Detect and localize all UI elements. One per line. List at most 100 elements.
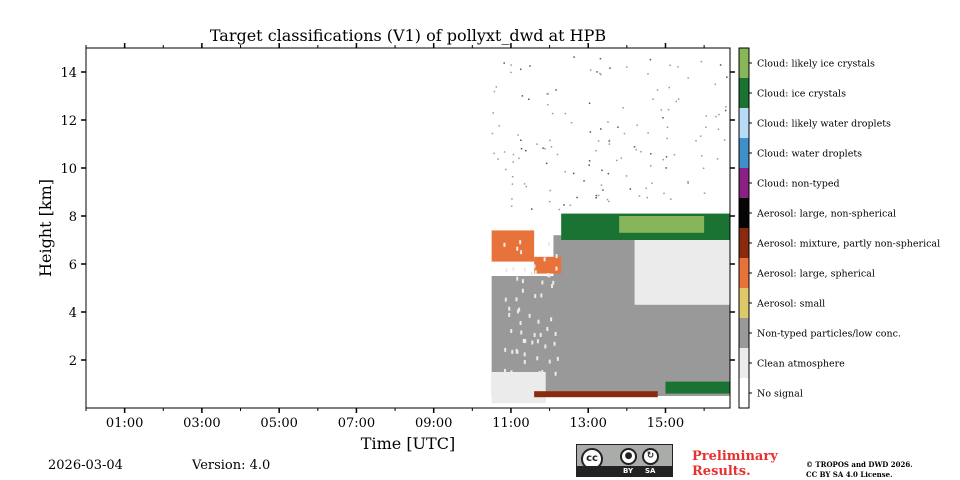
speckle: [595, 197, 597, 199]
speckle: [504, 347, 507, 352]
x-tick-label: 11:00: [492, 416, 529, 431]
speckle: [521, 95, 524, 97]
speckle: [503, 151, 506, 153]
x-tick-label: 05:00: [260, 416, 297, 431]
speckle: [516, 246, 519, 251]
speckle: [493, 90, 496, 93]
speckle: [518, 157, 520, 160]
speckle: [599, 72, 601, 75]
speckle: [521, 288, 524, 293]
speckle: [546, 93, 549, 95]
region-5: [534, 256, 562, 274]
speckle: [550, 146, 553, 148]
speckle: [541, 370, 544, 375]
speckle: [669, 64, 671, 67]
speckle: [588, 102, 591, 105]
speckle: [549, 200, 551, 203]
speckle: [677, 66, 679, 68]
cc-sa-label: SA: [645, 467, 656, 475]
speckle: [652, 98, 654, 100]
speckle: [505, 168, 507, 171]
speckle: [564, 112, 567, 115]
speckle: [510, 64, 512, 66]
speckle: [636, 124, 638, 127]
speckle: [595, 149, 597, 152]
speckle: [588, 160, 591, 162]
speckle: [539, 332, 542, 337]
speckle: [615, 159, 618, 162]
speckle: [595, 194, 598, 197]
speckle: [518, 307, 521, 312]
colorbar-label: Aerosol: mixture, partly non-spherical: [756, 239, 940, 250]
speckle: [505, 268, 508, 273]
speckle: [508, 312, 511, 317]
colorbar-swatch: [739, 138, 749, 168]
speckle: [536, 339, 539, 344]
preliminary-line-1: Preliminary: [692, 449, 778, 464]
x-tick-label: 03:00: [183, 416, 220, 431]
speckle: [620, 157, 623, 159]
speckle: [545, 162, 548, 165]
speckle: [645, 187, 647, 190]
colorbar-swatch: [739, 198, 749, 228]
attribution-person-icon: ●: [620, 448, 637, 465]
region-7: [619, 216, 705, 233]
speckle: [667, 108, 670, 111]
speckle: [608, 143, 611, 145]
speckle: [662, 117, 664, 119]
colorbar-label: Cloud: water droplets: [757, 149, 862, 160]
speckle: [553, 341, 556, 346]
colorbar-swatch: [739, 378, 749, 408]
speckle: [608, 139, 611, 142]
speckle: [600, 73, 602, 76]
speckle: [548, 273, 551, 278]
speckle: [726, 76, 728, 78]
x-tick-label: 01:00: [106, 416, 143, 431]
speckle: [609, 67, 611, 69]
speckle: [547, 272, 550, 277]
speckle: [491, 132, 494, 135]
speckle: [516, 350, 519, 355]
speckle: [523, 267, 526, 272]
speckle: [546, 326, 549, 331]
speckle: [519, 68, 522, 71]
speckle: [523, 360, 526, 365]
colorbar-label: Aerosol: large, spherical: [756, 269, 875, 280]
speckle: [570, 121, 573, 124]
speckle: [534, 294, 537, 299]
speckle: [663, 192, 665, 195]
speckle: [520, 250, 523, 255]
copyright-line-2: CC BY SA 4.0 License.: [806, 470, 893, 479]
x-tick-label: 07:00: [338, 416, 375, 431]
y-tick-label: 4: [69, 306, 77, 321]
speckle: [638, 195, 641, 197]
region-2: [634, 230, 730, 305]
speckle: [512, 161, 514, 163]
speckle: [520, 330, 523, 335]
speckle: [601, 169, 603, 172]
y-axis-label: Height [km]: [36, 179, 55, 277]
speckle: [607, 172, 610, 175]
y-tick-label: 6: [69, 258, 77, 273]
speckle: [534, 270, 537, 275]
speckle: [517, 134, 519, 136]
speckle: [649, 153, 652, 155]
speckle: [633, 146, 636, 148]
speckle: [563, 204, 565, 206]
speckle: [596, 71, 598, 73]
preliminary-line-2: Results.: [692, 464, 751, 479]
speckle: [597, 194, 600, 197]
speckle: [548, 359, 551, 364]
copyright-note: © TROPOS and DWD 2026. CC BY SA 4.0 Lice…: [806, 460, 956, 480]
colorbar-label: Aerosol: small: [756, 299, 825, 310]
speckle: [525, 185, 528, 188]
speckle: [649, 164, 652, 167]
classification-regions: [491, 213, 730, 404]
speckle: [523, 183, 526, 185]
speckle: [597, 140, 600, 142]
speckle: [719, 64, 722, 66]
speckle: [533, 264, 536, 269]
colorbar-label: Non-typed particles/low conc.: [757, 329, 901, 340]
speckle: [520, 139, 522, 142]
